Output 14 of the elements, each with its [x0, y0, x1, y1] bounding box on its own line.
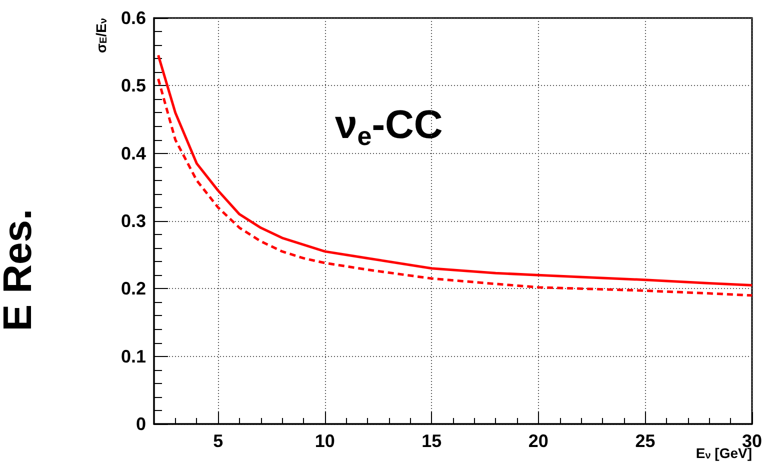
- x-tick-label: 20: [528, 431, 548, 451]
- y-tick-label: 0.5: [120, 76, 146, 96]
- text: E Res.: [0, 208, 40, 332]
- x-tick-label: 10: [314, 431, 335, 451]
- y-axis-title: σE/Eν: [93, 18, 110, 54]
- x-tick-label: 25: [635, 431, 656, 451]
- y-tick-label: 0.3: [120, 211, 146, 231]
- y-tick-label: 0: [136, 414, 146, 434]
- y-tick-label: 0.4: [120, 143, 146, 164]
- y-tick-label: 0.6: [120, 8, 146, 28]
- x-tick-label: 5: [213, 431, 224, 451]
- y-tick-label: 0.2: [120, 278, 146, 299]
- y-tick-label: 0.1: [120, 346, 146, 366]
- x-tick-label: 15: [422, 431, 442, 451]
